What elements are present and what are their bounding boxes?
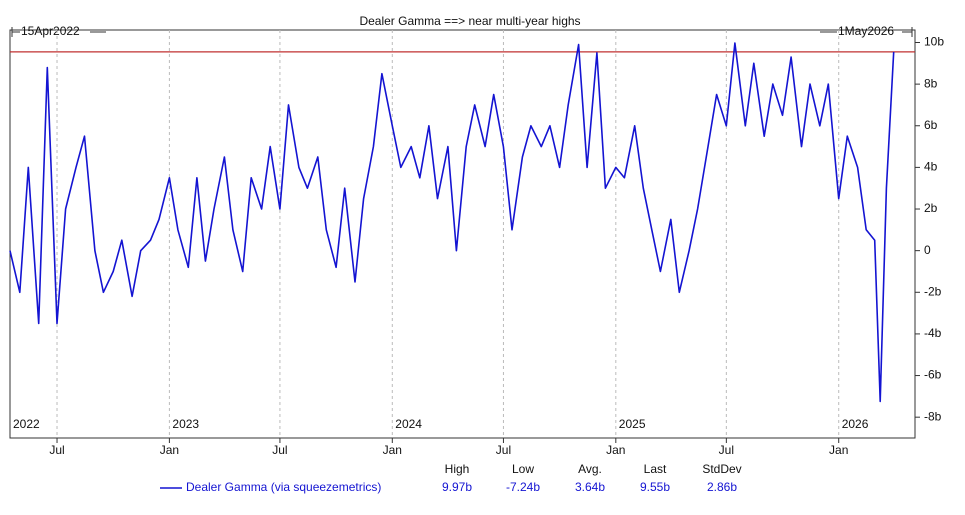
y-tick-label: -6b: [924, 368, 942, 382]
y-tick-label: 4b: [924, 160, 938, 174]
stat-value: -7.24b: [506, 480, 540, 494]
x-tick-label: Jan: [829, 443, 848, 457]
y-tick-label: -8b: [924, 409, 942, 423]
x-tick-label: Jan: [160, 443, 179, 457]
y-tick-label: -2b: [924, 284, 942, 298]
stat-header: Last: [644, 462, 667, 476]
plot-frame: [9, 29, 916, 439]
y-tick-label: 10b: [924, 35, 944, 49]
stat-header: Avg.: [578, 462, 602, 476]
x-tick-label: Jan: [606, 443, 625, 457]
stat-value: 9.55b: [640, 480, 670, 494]
end-label: 1May2026: [838, 24, 894, 38]
stat-value: 2.86b: [707, 480, 737, 494]
x-tick-label: Jul: [719, 443, 734, 457]
stat-header: Low: [512, 462, 534, 476]
y-tick-label: 6b: [924, 118, 938, 132]
y-tick-label: 0: [924, 243, 931, 257]
year-label: 2025: [619, 417, 646, 431]
data-line: [9, 42, 895, 403]
start-label: 15Apr2022: [21, 24, 80, 38]
year-label: 2024: [395, 417, 422, 431]
year-label: 2022: [13, 417, 40, 431]
x-tick-label: Jan: [383, 443, 402, 457]
x-tick-label: Jul: [272, 443, 287, 457]
year-label: 2026: [842, 417, 869, 431]
stat-header: High: [445, 462, 470, 476]
y-tick-label: 2b: [924, 201, 938, 215]
stat-value: 9.97b: [442, 480, 472, 494]
stat-header: StdDev: [702, 462, 741, 476]
y-tick-label: -4b: [924, 326, 942, 340]
stat-value: 3.64b: [575, 480, 605, 494]
year-label: 2023: [172, 417, 199, 431]
y-tick-label: 8b: [924, 76, 938, 90]
x-tick-label: Jul: [496, 443, 511, 457]
x-tick-label: Jul: [49, 443, 64, 457]
legend-label: Dealer Gamma (via squeezemetrics): [186, 480, 381, 494]
chart-title: Dealer Gamma ==> near multi-year highs: [359, 14, 580, 28]
